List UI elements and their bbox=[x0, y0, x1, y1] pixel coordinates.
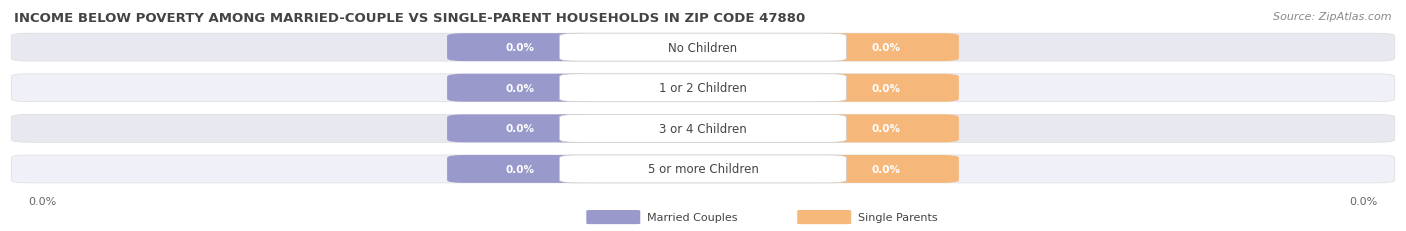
FancyBboxPatch shape bbox=[11, 155, 1395, 183]
Text: Married Couples: Married Couples bbox=[647, 212, 738, 222]
Text: 0.0%: 0.0% bbox=[1350, 196, 1378, 206]
FancyBboxPatch shape bbox=[797, 210, 851, 224]
FancyBboxPatch shape bbox=[560, 74, 846, 102]
Text: 0.0%: 0.0% bbox=[28, 196, 56, 206]
FancyBboxPatch shape bbox=[560, 155, 846, 183]
Text: 0.0%: 0.0% bbox=[506, 83, 534, 93]
Text: 3 or 4 Children: 3 or 4 Children bbox=[659, 122, 747, 135]
Text: 0.0%: 0.0% bbox=[872, 43, 900, 53]
FancyBboxPatch shape bbox=[813, 155, 959, 183]
Text: 0.0%: 0.0% bbox=[872, 164, 900, 174]
Text: 5 or more Children: 5 or more Children bbox=[648, 163, 758, 176]
FancyBboxPatch shape bbox=[560, 115, 846, 143]
Text: INCOME BELOW POVERTY AMONG MARRIED-COUPLE VS SINGLE-PARENT HOUSEHOLDS IN ZIP COD: INCOME BELOW POVERTY AMONG MARRIED-COUPL… bbox=[14, 12, 806, 24]
FancyBboxPatch shape bbox=[11, 115, 1395, 143]
FancyBboxPatch shape bbox=[447, 74, 593, 102]
FancyBboxPatch shape bbox=[447, 34, 593, 62]
Text: 0.0%: 0.0% bbox=[506, 164, 534, 174]
FancyBboxPatch shape bbox=[813, 115, 959, 143]
Text: 0.0%: 0.0% bbox=[872, 83, 900, 93]
Text: 0.0%: 0.0% bbox=[506, 43, 534, 53]
FancyBboxPatch shape bbox=[586, 210, 640, 224]
Text: 0.0%: 0.0% bbox=[506, 124, 534, 134]
FancyBboxPatch shape bbox=[813, 34, 959, 62]
FancyBboxPatch shape bbox=[11, 74, 1395, 102]
FancyBboxPatch shape bbox=[560, 34, 846, 62]
FancyBboxPatch shape bbox=[813, 74, 959, 102]
Text: 1 or 2 Children: 1 or 2 Children bbox=[659, 82, 747, 95]
FancyBboxPatch shape bbox=[447, 115, 593, 143]
FancyBboxPatch shape bbox=[11, 34, 1395, 62]
Text: Single Parents: Single Parents bbox=[858, 212, 938, 222]
Text: Source: ZipAtlas.com: Source: ZipAtlas.com bbox=[1274, 12, 1392, 21]
FancyBboxPatch shape bbox=[447, 155, 593, 183]
Text: No Children: No Children bbox=[668, 41, 738, 55]
Text: 0.0%: 0.0% bbox=[872, 124, 900, 134]
